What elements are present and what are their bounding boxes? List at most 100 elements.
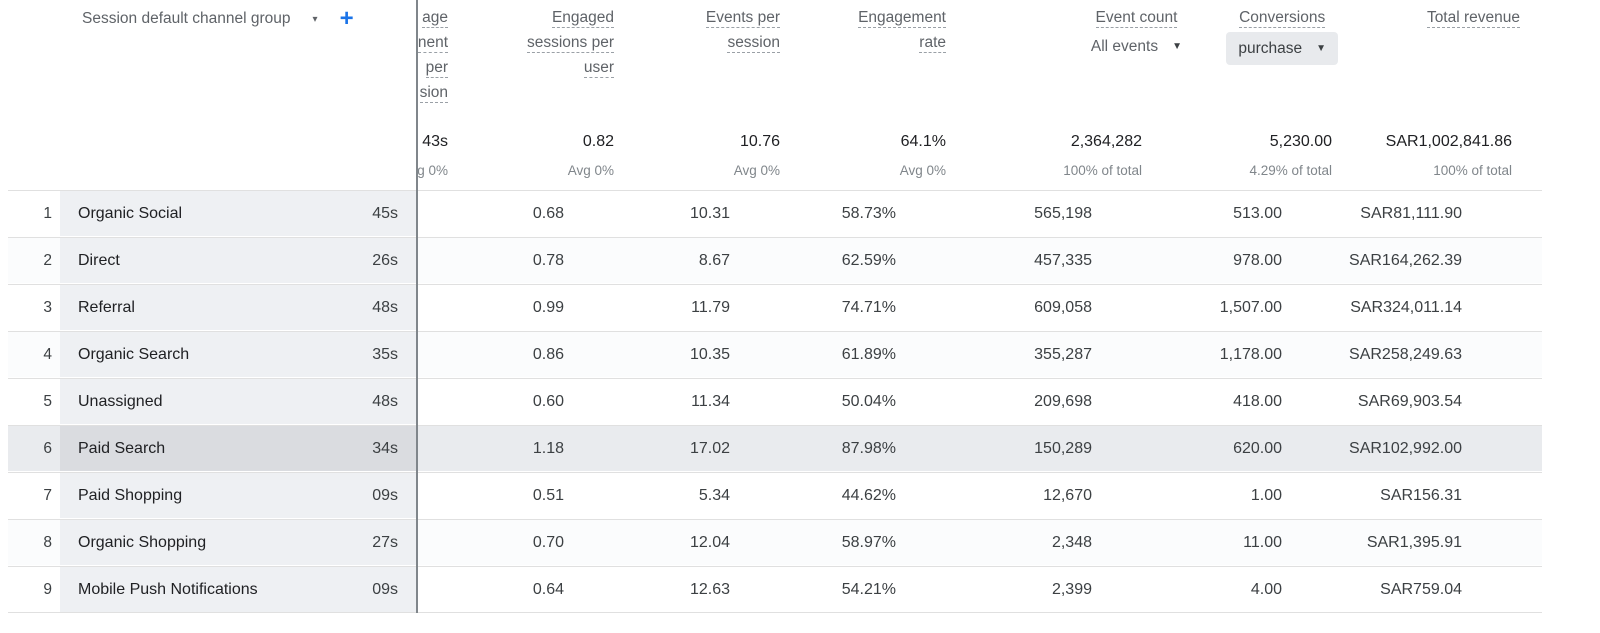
total-revenue-cell: SAR258,249.63: [1349, 346, 1462, 363]
add-dimension-icon[interactable]: +: [339, 5, 354, 32]
sticky-column-divider[interactable]: [416, 0, 418, 613]
dimension-cell: [60, 379, 416, 424]
row-index: 8: [43, 534, 52, 551]
dimension-cell: [60, 332, 416, 377]
column-header-engagement-rate[interactable]: Engagement rate: [858, 9, 946, 53]
events-per-session-cell: 8.67: [698, 252, 730, 269]
row-index: 3: [43, 299, 52, 316]
row-index: 2: [43, 252, 52, 269]
channel-name[interactable]: Referral: [78, 299, 135, 316]
total-events-per-session-sub: Avg 0%: [733, 163, 780, 178]
column-header-event-count[interactable]: Event count All events ▼: [1091, 5, 1182, 59]
engaged-sessions-per-user-cell: 1.18: [532, 440, 564, 457]
channel-name[interactable]: Organic Shopping: [78, 534, 207, 551]
channel-name[interactable]: Direct: [78, 252, 120, 269]
chevron-down-icon[interactable]: ▼: [1316, 43, 1326, 54]
engagement-rate-cell: 62.59%: [841, 252, 896, 269]
total-revenue-cell: SAR164,262.39: [1349, 252, 1462, 269]
avg-engagement-cell: 26s: [372, 252, 398, 269]
dimension-label[interactable]: Session default channel group: [82, 10, 291, 27]
column-header-engaged-sessions-per-user[interactable]: Engaged sessions per user: [526, 9, 614, 78]
conversions-cell: 11.00: [1243, 534, 1282, 551]
event-count-selected-value: All events: [1090, 38, 1159, 55]
table-row[interactable]: 5 Unassigned 48s 0.60 11.34 50.04% 209,6…: [8, 378, 1542, 424]
conversions-cell: 1,507.00: [1219, 299, 1282, 316]
engaged-sessions-per-user-cell: 0.99: [532, 299, 564, 316]
chevron-down-icon[interactable]: ▾: [312, 13, 318, 25]
channel-name[interactable]: Organic Social: [78, 205, 183, 222]
total-engagement-rate-sub: Avg 0%: [899, 163, 946, 178]
engagement-rate-cell: 87.98%: [841, 440, 896, 457]
avg-engagement-cell: 35s: [372, 346, 398, 363]
total-avg-engagement-sub: g 0%: [417, 163, 448, 178]
event-count-selector[interactable]: All events ▼: [1091, 34, 1182, 59]
total-revenue-sub: 100% of total: [1433, 163, 1512, 178]
total-revenue-cell: SAR69,903.54: [1357, 393, 1462, 410]
row-index: 9: [43, 581, 52, 598]
dimension-cell: [60, 238, 416, 283]
avg-engagement-cell: 09s: [372, 487, 398, 504]
event-count-cell: 609,058: [1034, 299, 1092, 316]
table-row[interactable]: 7 Paid Shopping 09s 0.51 5.34 44.62% 12,…: [8, 472, 1542, 518]
engagement-rate-cell: 44.62%: [841, 487, 896, 504]
event-count-cell: 457,335: [1034, 252, 1092, 269]
column-header-total-revenue[interactable]: Total revenue: [1426, 9, 1520, 28]
total-revenue-cell: SAR1,395.91: [1366, 534, 1462, 551]
table-row[interactable]: 1 Organic Social 45s 0.68 10.31 58.73% 5…: [8, 190, 1542, 236]
table-row[interactable]: 4 Organic Search 35s 0.86 10.35 61.89% 3…: [8, 331, 1542, 377]
column-header-avg-engagement[interactable]: age nent per sion: [417, 9, 448, 103]
channel-name[interactable]: Unassigned: [78, 393, 163, 410]
engagement-rate-cell: 58.73%: [841, 205, 896, 222]
conversions-cell: 620.00: [1233, 440, 1282, 457]
events-per-session-cell: 10.35: [689, 346, 730, 363]
table-row[interactable]: 9 Mobile Push Notifications 09s 0.64 12.…: [8, 566, 1542, 612]
engaged-sessions-per-user-cell: 0.51: [532, 487, 564, 504]
channel-name[interactable]: Mobile Push Notifications: [78, 581, 258, 598]
total-revenue-cell: SAR759.04: [1380, 581, 1462, 598]
engaged-sessions-per-user-cell: 0.86: [532, 346, 564, 363]
event-count-cell: 150,289: [1034, 440, 1092, 457]
event-count-cell: 2,348: [1051, 534, 1092, 551]
channel-name[interactable]: Organic Search: [78, 346, 190, 363]
avg-engagement-cell: 48s: [372, 299, 398, 316]
engaged-sessions-per-user-cell: 0.70: [532, 534, 564, 551]
events-per-session-cell: 12.04: [689, 534, 730, 551]
events-per-session-cell: 11.34: [691, 393, 730, 410]
column-header-events-per-session[interactable]: Events per session: [705, 9, 780, 53]
total-revenue: SAR1,002,841.86: [1385, 133, 1512, 150]
channel-name[interactable]: Paid Search: [78, 440, 166, 457]
event-count-cell: 565,198: [1034, 205, 1092, 222]
row-index: 4: [43, 346, 52, 363]
table-row[interactable]: 3 Referral 48s 0.99 11.79 74.71% 609,058…: [8, 284, 1542, 330]
event-count-cell: 209,698: [1034, 393, 1092, 410]
chevron-down-icon[interactable]: ▼: [1172, 41, 1182, 52]
dimension-cell: [60, 426, 416, 471]
engaged-sessions-per-user-cell: 0.64: [532, 581, 564, 598]
event-count-cell: 2,399: [1051, 581, 1092, 598]
conversion-event-selector[interactable]: purchase ▼: [1226, 32, 1338, 65]
row-index: 5: [43, 393, 52, 410]
total-event-count-sub: 100% of total: [1063, 163, 1142, 178]
events-per-session-cell: 12.63: [689, 581, 730, 598]
engagement-rate-cell: 54.21%: [841, 581, 896, 598]
total-events-per-session: 10.76: [739, 133, 780, 150]
table-row[interactable]: 2 Direct 26s 0.78 8.67 62.59% 457,335 97…: [8, 237, 1542, 283]
avg-engagement-cell: 45s: [372, 205, 398, 222]
channel-name[interactable]: Paid Shopping: [78, 487, 183, 504]
table-row[interactable]: 6 Paid Search 34s 1.18 17.02 87.98% 150,…: [8, 425, 1542, 471]
conversions-cell: 1.00: [1250, 487, 1282, 504]
engaged-sessions-per-user-cell: 0.60: [532, 393, 564, 410]
column-header-conversions[interactable]: Conversions purchase ▼: [1226, 5, 1338, 65]
dimension-header[interactable]: Session default channel group ▾ +: [82, 5, 354, 32]
conversions-cell: 4.00: [1250, 581, 1282, 598]
events-per-session-cell: 11.79: [691, 299, 730, 316]
dimension-cell: [60, 191, 416, 236]
total-revenue-cell: SAR81,111.90: [1360, 205, 1462, 222]
row-index: 1: [43, 205, 52, 222]
dimension-cell: [60, 473, 416, 518]
table-bottom-border: [8, 612, 1542, 613]
dimension-cell: [60, 520, 416, 565]
table-row[interactable]: 8 Organic Shopping 27s 0.70 12.04 58.97%…: [8, 519, 1542, 565]
row-index: 6: [43, 440, 52, 457]
dimension-cell: [60, 285, 416, 330]
